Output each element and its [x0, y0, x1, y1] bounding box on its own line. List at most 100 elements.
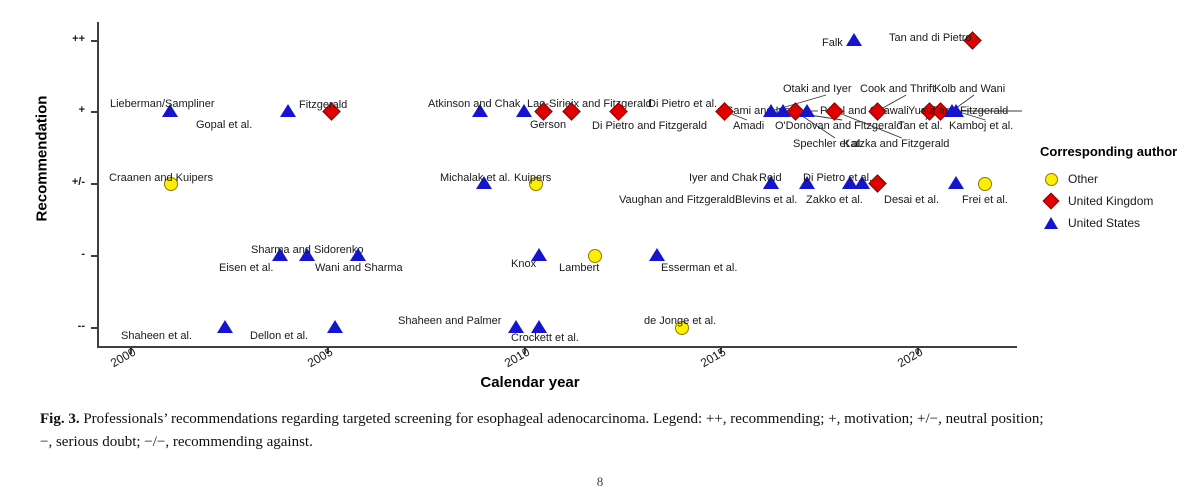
- diamond-icon: [1042, 192, 1060, 210]
- y-tick-mark: [91, 40, 97, 42]
- triangle-icon: [649, 248, 666, 261]
- point-label: Gerson: [530, 119, 567, 131]
- caption-text: Professionals’ recommendations regarding…: [40, 411, 1044, 450]
- triangle-icon: [948, 176, 965, 189]
- point-label: de Jonge et al.: [644, 315, 717, 327]
- point-label: Fitzgerald: [299, 99, 348, 111]
- triangle-icon: [948, 104, 965, 117]
- x-tick-mark: [720, 348, 723, 354]
- point-label: Otaki and Iyer: [783, 83, 852, 95]
- circle-icon: [977, 177, 992, 191]
- point-label: Gopal et al.: [196, 119, 253, 131]
- x-axis-title: Calendar year: [480, 374, 580, 391]
- legend-label: Other: [1068, 172, 1099, 186]
- point-label: Crockett et al.: [511, 332, 579, 344]
- triangle-icon: [350, 248, 367, 261]
- circle-icon: [163, 177, 178, 191]
- y-axis-title: Recommendation: [33, 95, 51, 222]
- x-tick-label: 2005: [305, 344, 336, 371]
- triangle-icon: [507, 320, 524, 333]
- legend-symbol: [1040, 192, 1062, 210]
- legend-item[interactable]: United Kingdom: [1040, 190, 1200, 212]
- y-tick-label: --: [77, 320, 85, 332]
- point-label: Lambert: [559, 262, 600, 274]
- point-label: Atkinson and Chak: [428, 98, 521, 110]
- triangle-icon: [271, 248, 288, 261]
- triangle-icon: [531, 248, 548, 261]
- point-label: Michalak et al.: [440, 172, 511, 184]
- triangle-icon: [216, 320, 233, 333]
- y-tick-label: +/-: [71, 176, 85, 188]
- point-label: Desai et al.: [884, 194, 940, 206]
- triangle-icon: [515, 104, 532, 117]
- figure-container: Recommendation Calendar year ++ + +/- - -- 2…: [33, 22, 1200, 391]
- point-label: Kamboj et al.: [949, 120, 1014, 132]
- triangle-icon: [279, 104, 296, 117]
- triangle-icon: [853, 176, 870, 189]
- triangle-icon: [1044, 217, 1058, 229]
- x-axis-line: [97, 346, 1017, 348]
- legend-item[interactable]: United States: [1040, 212, 1200, 234]
- triangle-icon: [531, 320, 548, 333]
- y-tick-mark: [91, 255, 97, 257]
- y-tick-mark: [91, 327, 97, 329]
- x-tick-mark: [130, 348, 133, 354]
- legend: Corresponding author Other United Kingdom…: [1040, 144, 1200, 234]
- triangle-icon: [798, 176, 815, 189]
- scatter-plot: Recommendation Calendar year ++ + +/- - -- 2…: [33, 22, 1022, 391]
- point-label: Lieberman/Sampliner: [110, 98, 215, 110]
- point-label: Sami and Iyer: [726, 105, 794, 117]
- point-label: Dellon et al.: [250, 330, 309, 342]
- legend-label: United States: [1068, 216, 1141, 230]
- point-label: O'Donovan and Fitzgerald: [775, 120, 903, 132]
- triangle-icon: [845, 33, 862, 46]
- page-number: 8: [596, 474, 604, 489]
- y-tick-label: -: [81, 248, 85, 260]
- circle-icon: [588, 249, 603, 263]
- triangle-icon: [775, 104, 792, 117]
- legend-item[interactable]: Other: [1040, 168, 1200, 190]
- point-label: Blevins et al.: [735, 194, 798, 206]
- point-label: Knox: [511, 258, 537, 270]
- point-label: Cook and Thrift: [860, 83, 936, 95]
- point-label: Wani and Sharma: [315, 262, 403, 274]
- legend-label: United Kingdom: [1068, 194, 1154, 208]
- x-tick-label: 2010: [501, 344, 532, 371]
- point-label: Kolb and Wani: [934, 83, 1006, 95]
- point-label: Di Pietro and Fitzgerald: [592, 120, 707, 132]
- point-label: Sharma and Sidorenko: [251, 244, 364, 256]
- x-tick-label: 2000: [108, 344, 139, 371]
- point-label: Tan and di Pietro: [889, 32, 972, 44]
- legend-symbol: [1040, 172, 1062, 186]
- x-tick-mark: [327, 348, 330, 354]
- y-tick-mark: [91, 183, 97, 185]
- point-label: Amadi: [733, 120, 765, 132]
- point-label: Tan et al.: [898, 120, 943, 132]
- triangle-icon: [326, 320, 343, 333]
- point-label: Reid: [759, 172, 782, 184]
- x-tick-mark: [523, 348, 526, 354]
- x-tick-mark: [916, 348, 919, 354]
- y-axis-line: [97, 22, 99, 347]
- triangle-icon: [472, 104, 489, 117]
- point-label: Eisen et al.: [219, 262, 274, 274]
- point-label: Shaheen et al.: [121, 330, 192, 342]
- legend-rows: Other United Kingdom United States: [1040, 168, 1200, 234]
- x-tick-label: 2015: [698, 344, 729, 371]
- legend-symbol: [1040, 217, 1062, 229]
- point-label: Katzka and Fitzgerald: [843, 138, 950, 150]
- point-label: Spechler et al.: [793, 138, 864, 150]
- x-tick-label: 2020: [894, 344, 925, 371]
- figure-caption: Fig. 3. Professionals’ recommendations r…: [40, 408, 1050, 453]
- point-label: Zakko et al.: [806, 194, 863, 206]
- point-label: Iyer and Chak: [689, 172, 758, 184]
- circle-icon: [529, 177, 544, 191]
- triangle-icon: [798, 104, 815, 117]
- point-label: Di Pietro et al.: [648, 98, 718, 110]
- point-label: Esserman et al.: [661, 262, 738, 274]
- circle-icon: [1044, 172, 1058, 186]
- point-label: Lao-Sirieix and Fitzgerald: [527, 98, 652, 110]
- y-tick-label: +: [78, 104, 85, 116]
- point-label: Di Pietro et al.: [803, 172, 873, 184]
- caption-label: Fig. 3.: [40, 411, 80, 427]
